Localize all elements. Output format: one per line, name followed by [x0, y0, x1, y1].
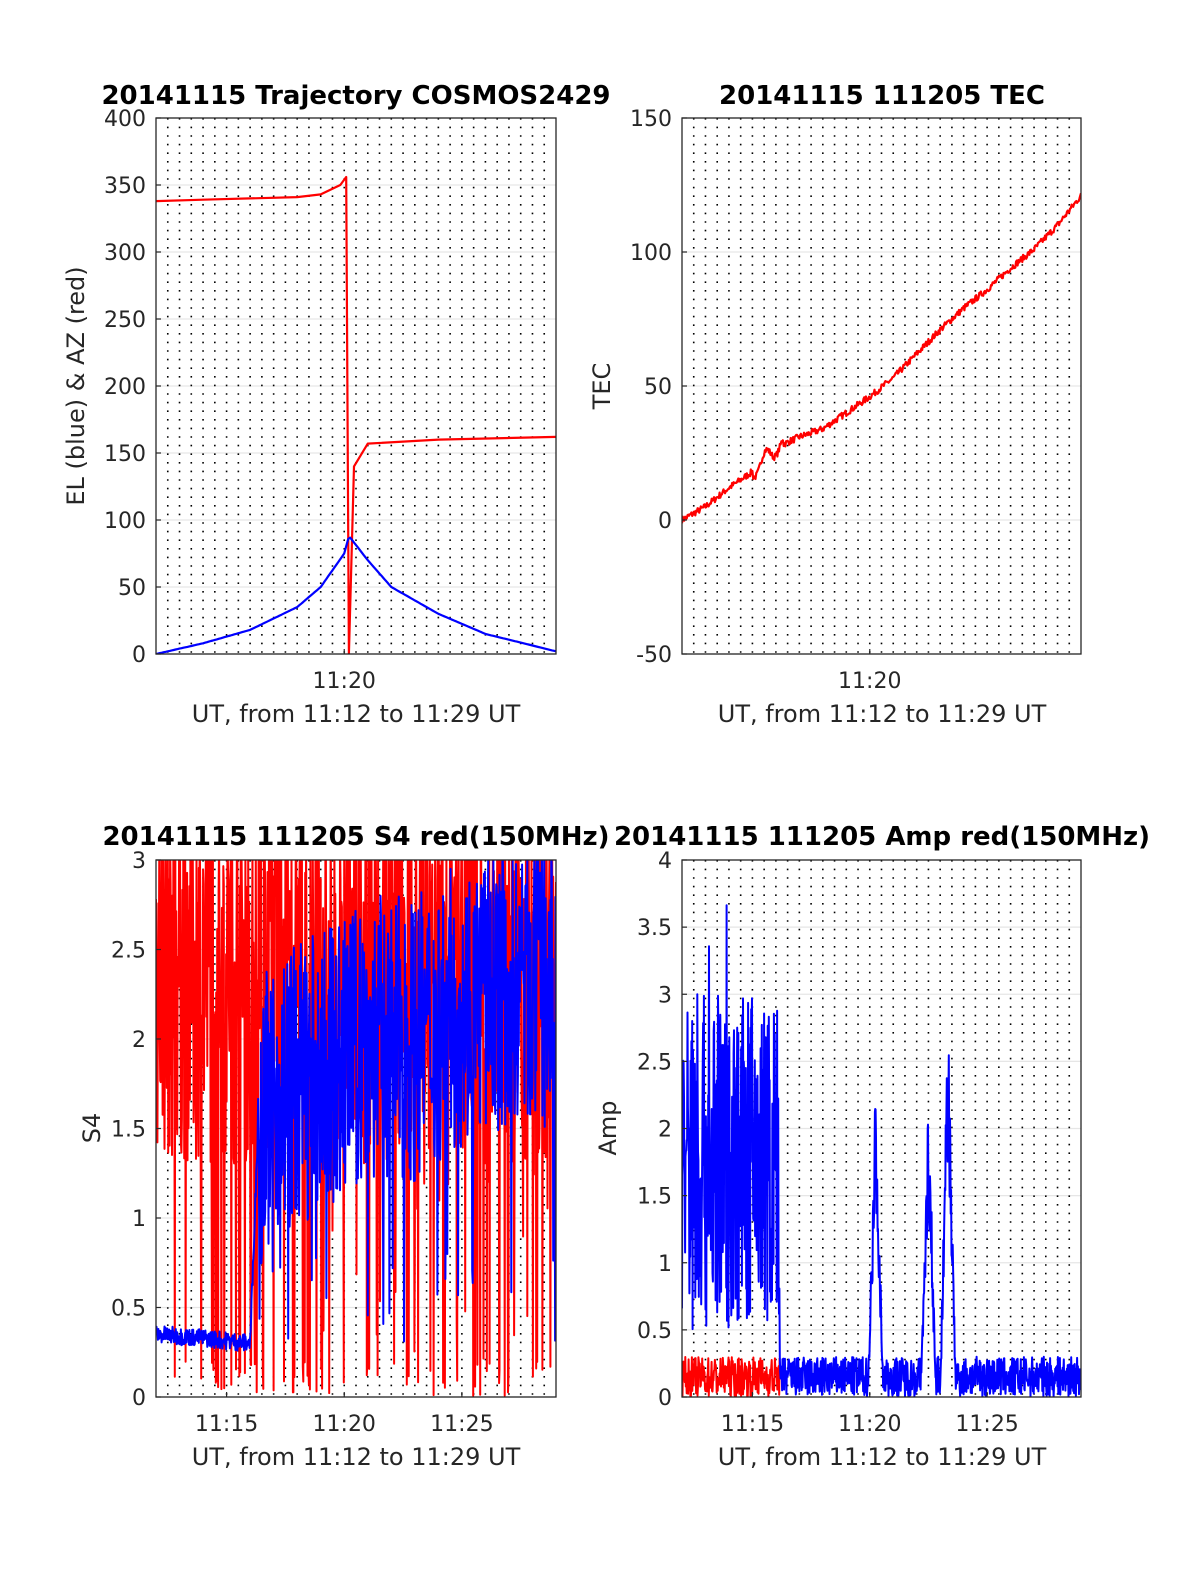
y-tick-label: 400	[104, 107, 146, 132]
y-tick-label: 0	[658, 1386, 672, 1411]
subplot-s4: 20141115 111205 S4 red(150MHz) UT, from …	[78, 822, 610, 1471]
x-tick-label: 11:25	[430, 1412, 493, 1437]
axes-box	[155, 117, 557, 655]
y-tick-label: 1.5	[111, 1118, 146, 1143]
y-tick-label: 1.5	[637, 1185, 672, 1210]
y-tick-label: 4	[658, 849, 672, 874]
y-tick-label: 0	[658, 509, 672, 534]
amp-xlabel: UT, from 11:12 to 11:29 UT	[718, 1443, 1047, 1471]
y-tick-label: 2	[658, 1118, 672, 1143]
y-tick-label: 200	[104, 375, 146, 400]
y-tick-label: 1	[658, 1252, 672, 1277]
x-tick-label: 11:25	[955, 1412, 1018, 1437]
y-tick-label: 0.5	[111, 1297, 146, 1322]
y-tick-label: 0	[132, 1386, 146, 1411]
s4-title: 20141115 111205 S4 red(150MHz)	[102, 822, 609, 852]
series-line-red	[156, 175, 556, 654]
y-tick-label: 3	[132, 849, 146, 874]
y-tick-label: 50	[118, 576, 146, 601]
y-tick-label: 3	[658, 983, 672, 1008]
y-tick-label: 3.5	[637, 916, 672, 941]
trajectory-xlabel: UT, from 11:12 to 11:29 UT	[192, 700, 521, 728]
y-tick-label: -50	[636, 643, 672, 668]
x-tick-label: 11:20	[838, 1412, 901, 1437]
series-line-blue	[156, 536, 556, 654]
series-line-red	[682, 192, 1081, 524]
x-tick-label: 11:20	[313, 1412, 376, 1437]
trajectory-title: 20141115 Trajectory COSMOS2429	[101, 81, 610, 111]
y-tick-label: 2	[132, 1028, 146, 1053]
axes-box	[155, 859, 557, 1398]
x-tick-label: 11:15	[721, 1412, 784, 1437]
amp-title: 20141115 111205 Amp red(150MHz)	[614, 822, 1150, 852]
axes-box	[681, 859, 1082, 1398]
y-tick-label: 350	[104, 174, 146, 199]
s4-ylabel: S4	[78, 1113, 106, 1144]
y-tick-label: 150	[630, 107, 672, 132]
y-tick-label: 250	[104, 308, 146, 333]
y-tick-label: 100	[104, 509, 146, 534]
trajectory-ylabel: EL (blue) & AZ (red)	[62, 266, 90, 505]
series-line-blue	[682, 904, 1081, 1397]
axes-box	[681, 117, 1082, 655]
series-line-blue	[156, 860, 556, 1352]
y-tick-label: 0	[132, 643, 146, 668]
tec-title: 20141115 111205 TEC	[719, 81, 1045, 111]
series-line-red	[682, 1356, 781, 1397]
subplot-amp: 20141115 111205 Amp red(150MHz) UT, from…	[594, 822, 1150, 1471]
subplot-trajectory: 20141115 Trajectory COSMOS2429 UT, from …	[62, 81, 611, 728]
y-tick-label: 2.5	[111, 939, 146, 964]
y-tick-label: 50	[644, 375, 672, 400]
x-tick-label: 11:15	[195, 1412, 258, 1437]
tec-xlabel: UT, from 11:12 to 11:29 UT	[718, 700, 1047, 728]
y-tick-label: 100	[630, 241, 672, 266]
y-tick-label: 150	[104, 442, 146, 467]
tec-ylabel: TEC	[588, 363, 616, 411]
y-tick-label: 1	[132, 1207, 146, 1232]
y-tick-label: 2.5	[637, 1050, 672, 1075]
y-tick-label: 0.5	[637, 1319, 672, 1344]
y-tick-label: 300	[104, 241, 146, 266]
x-tick-label: 11:20	[313, 669, 376, 694]
subplot-tec: 20141115 111205 TEC UT, from 11:12 to 11…	[588, 81, 1082, 728]
amp-ylabel: Amp	[594, 1100, 622, 1155]
s4-xlabel: UT, from 11:12 to 11:29 UT	[192, 1443, 521, 1471]
x-tick-label: 11:20	[838, 669, 901, 694]
